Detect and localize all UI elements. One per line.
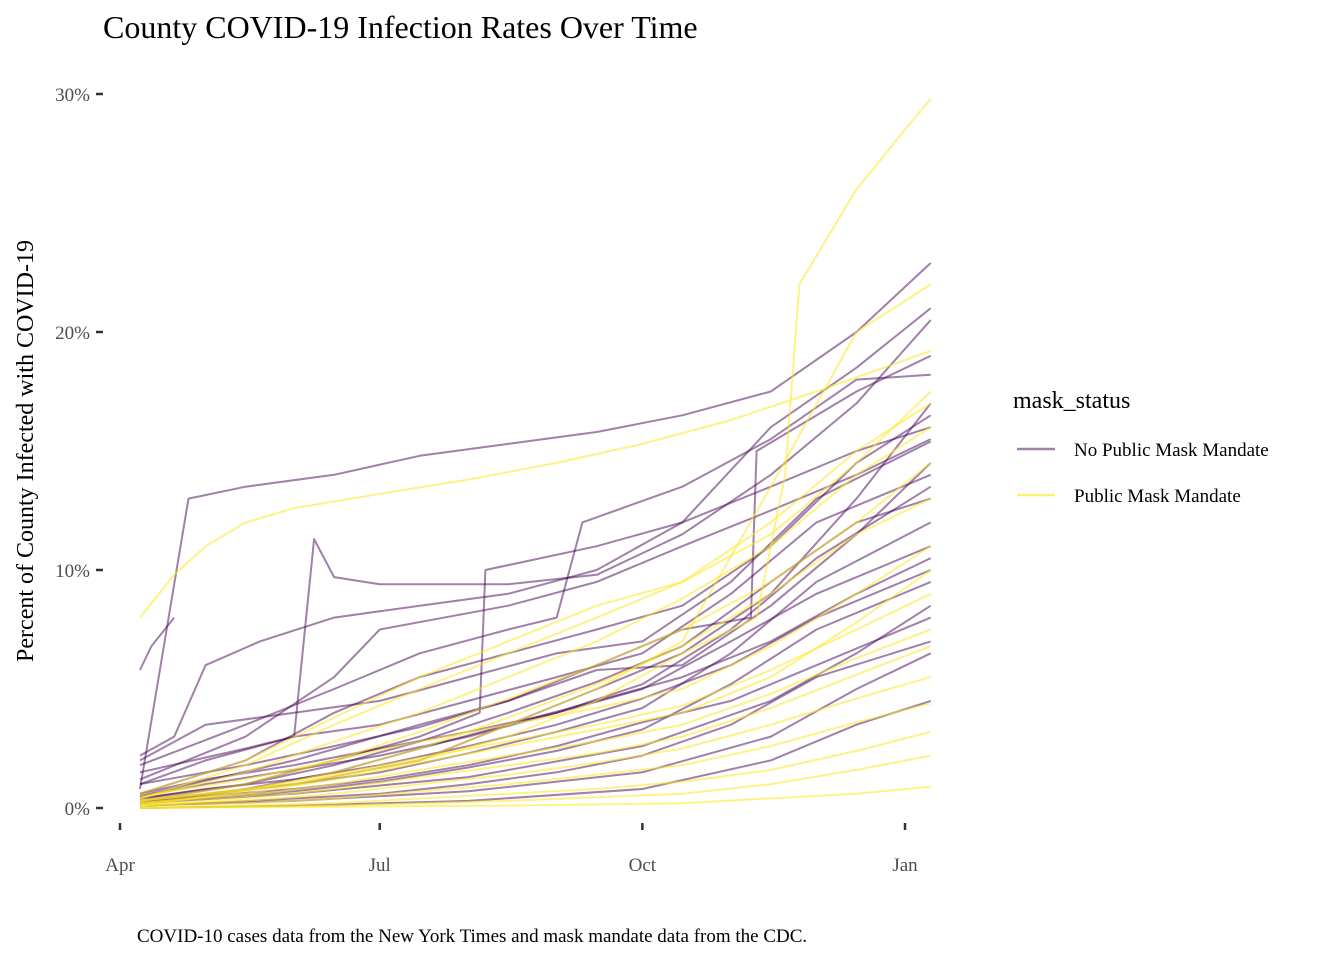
y-axis: 0% 10% 20% 30% xyxy=(55,85,103,820)
x-tick-label-3: Jan xyxy=(892,855,918,876)
series-line-32 xyxy=(139,645,932,807)
series-line-26 xyxy=(139,702,931,807)
x-tick-label-0: Apr xyxy=(105,855,135,876)
series-line-42 xyxy=(139,402,932,800)
series-line-35 xyxy=(139,350,932,619)
series-line-28 xyxy=(139,754,931,809)
series-line-23 xyxy=(139,616,175,671)
legend-label-no-mandate: No Public Mask Mandate xyxy=(1074,440,1269,461)
series-line-41 xyxy=(139,497,932,807)
series-line-38 xyxy=(139,426,932,800)
x-axis: Apr Jul Oct Jan xyxy=(105,823,918,876)
series-line-40 xyxy=(139,462,932,802)
y-tick-label-3: 30% xyxy=(55,85,90,106)
series-line-19 xyxy=(139,414,932,795)
series-line-34 xyxy=(139,569,932,805)
y-tick-label-0: 0% xyxy=(65,799,91,820)
legend-title: mask_status xyxy=(1013,388,1130,414)
x-tick-label-2: Oct xyxy=(629,855,657,876)
x-tick-label-1: Jul xyxy=(369,855,391,876)
series-line-29 xyxy=(139,785,931,809)
chart-title: County COVID-19 Infection Rates Over Tim… xyxy=(103,9,698,45)
series-line-12 xyxy=(139,373,931,767)
series-line-25 xyxy=(139,676,931,807)
series-lines xyxy=(139,98,932,809)
legend-label-mandate: Public Mask Mandate xyxy=(1074,486,1241,507)
series-line-11 xyxy=(139,319,932,774)
chart-caption: COVID-10 cases data from the New York Ti… xyxy=(137,926,807,947)
series-line-17 xyxy=(139,462,932,786)
series-line-33 xyxy=(139,545,932,798)
series-line-36 xyxy=(139,98,932,802)
series-line-10 xyxy=(139,262,932,790)
series-line-30 xyxy=(139,628,932,805)
series-line-5 xyxy=(139,440,932,762)
y-axis-title: Percent of County Infected with COVID-19 xyxy=(13,240,39,662)
series-line-31 xyxy=(139,592,932,802)
series-line-39 xyxy=(139,390,932,795)
series-line-22 xyxy=(139,604,932,805)
series-line-9 xyxy=(139,307,932,757)
series-line-20 xyxy=(139,438,932,781)
series-line-4 xyxy=(139,473,932,786)
y-tick-label-2: 20% xyxy=(55,323,90,344)
series-line-27 xyxy=(139,730,931,809)
series-line-37 xyxy=(139,283,932,805)
legend: mask_status No Public Mask Mandate Publi… xyxy=(1013,388,1269,507)
y-tick-label-1: 10% xyxy=(55,561,90,582)
series-line-16 xyxy=(139,557,932,805)
series-line-6 xyxy=(139,545,932,795)
